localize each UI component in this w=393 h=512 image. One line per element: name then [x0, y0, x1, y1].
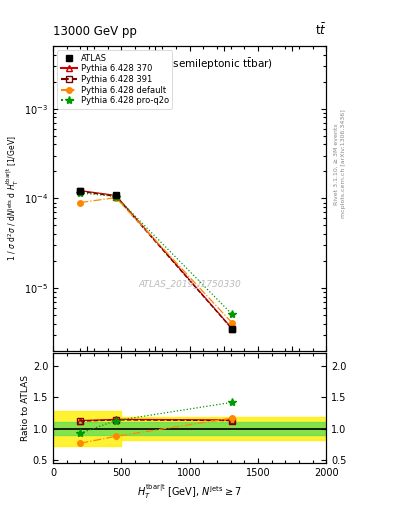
Legend: ATLAS, Pythia 6.428 370, Pythia 6.428 391, Pythia 6.428 default, Pythia 6.428 pr: ATLAS, Pythia 6.428 370, Pythia 6.428 39…: [57, 50, 172, 109]
Text: mcplots.cern.ch [arXiv:1306.3436]: mcplots.cern.ch [arXiv:1306.3436]: [342, 110, 346, 218]
Text: tt$\overline{\rm H}$T (ATLAS semileptonic t$\bar{\rm t}$bar): tt$\overline{\rm H}$T (ATLAS semileptoni…: [107, 55, 272, 72]
Text: 13000 GeV pp: 13000 GeV pp: [53, 26, 137, 38]
Y-axis label: 1 / $\sigma$ d$^2\sigma$ / d$N^{\mathrm{jets}}$ d $H_T^{\mathrm{tbar|t}}$ [1/GeV: 1 / $\sigma$ d$^2\sigma$ / d$N^{\mathrm{…: [5, 136, 21, 261]
Y-axis label: Ratio to ATLAS: Ratio to ATLAS: [21, 375, 30, 441]
Text: t$\bar{t}$: t$\bar{t}$: [315, 23, 326, 38]
Text: ATLAS_2019_I1750330: ATLAS_2019_I1750330: [138, 279, 241, 288]
Text: Rivet 3.1.10, ≥ 3M events: Rivet 3.1.10, ≥ 3M events: [334, 123, 338, 205]
X-axis label: $H_T^{\mathrm{tbar|t}}$ [GeV], $N^{\mathrm{jets}} \geq 7$: $H_T^{\mathrm{tbar|t}}$ [GeV], $N^{\math…: [138, 482, 242, 501]
